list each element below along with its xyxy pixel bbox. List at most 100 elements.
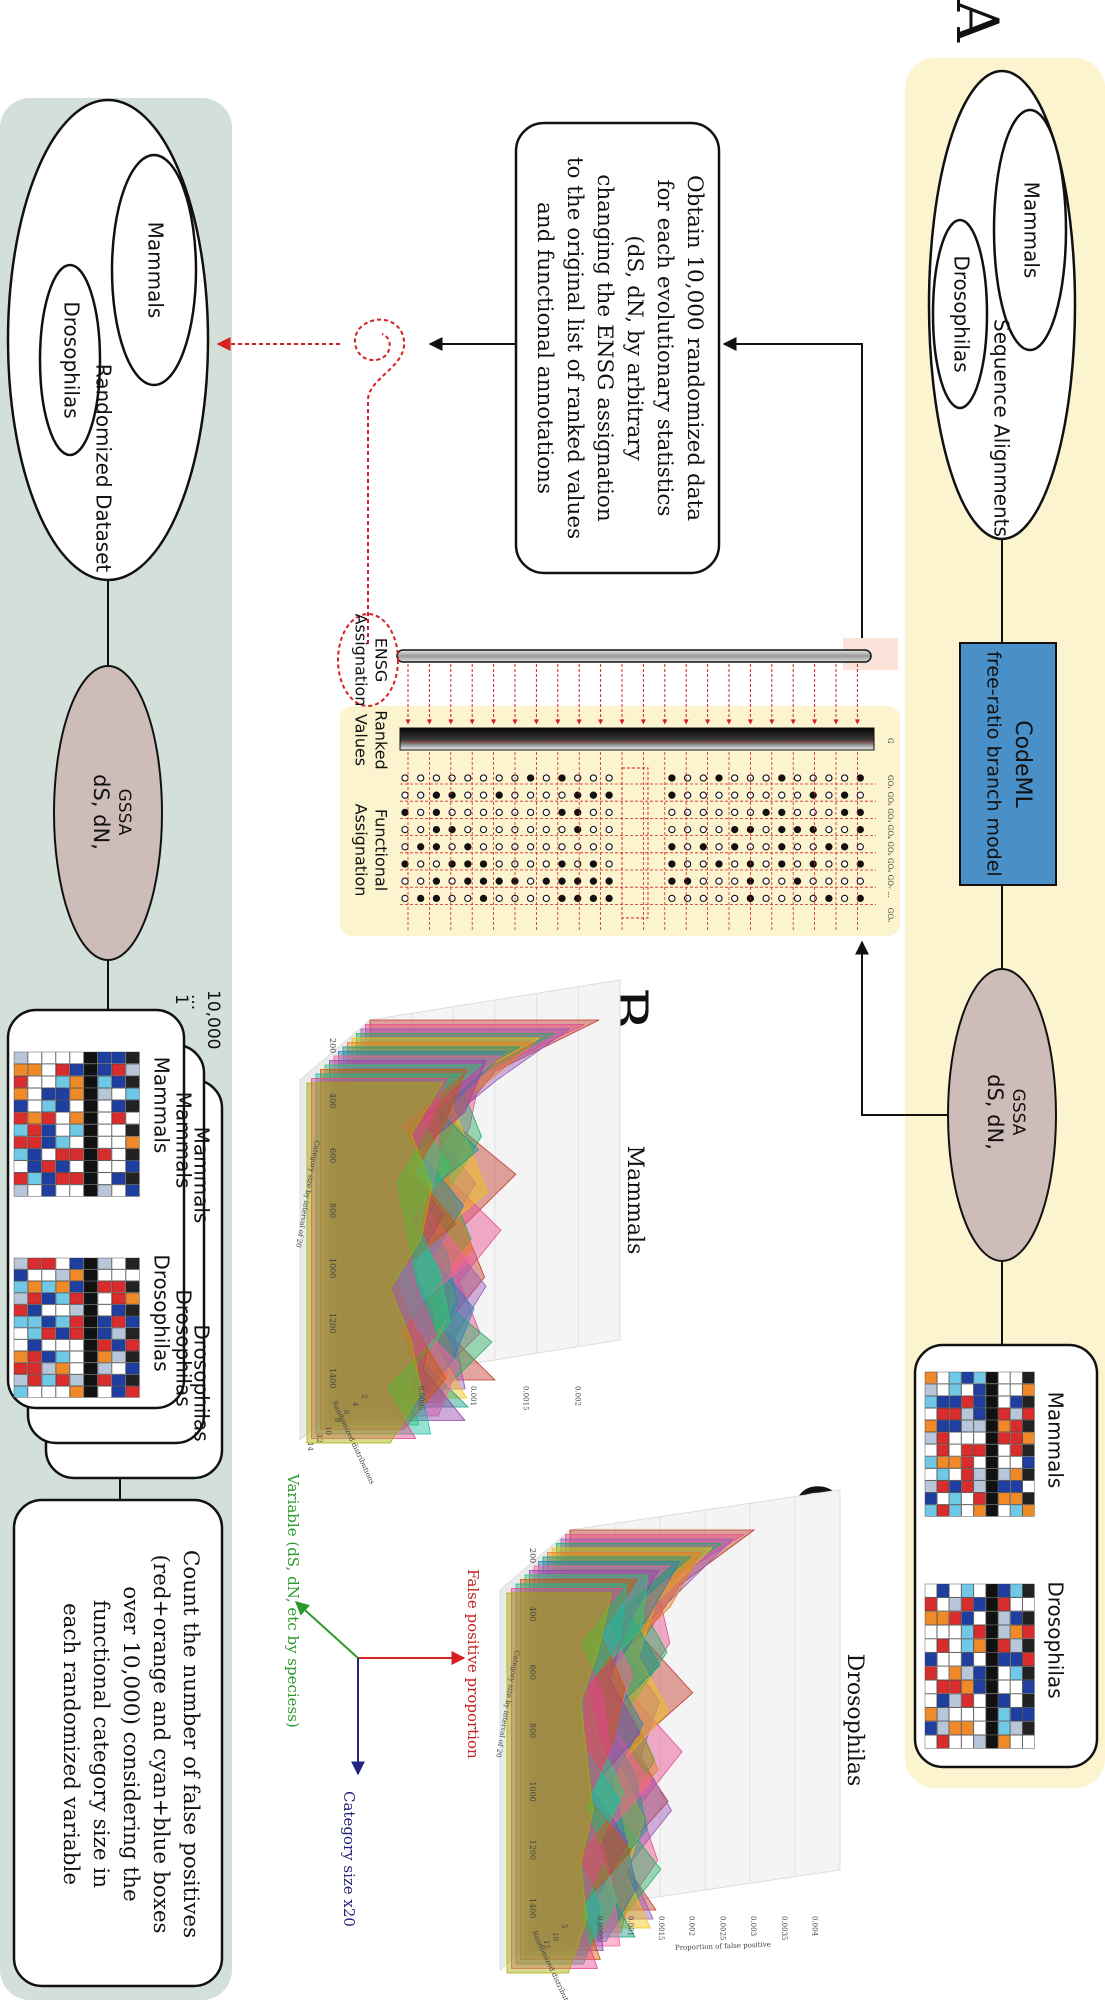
- grid-cell: [985, 1456, 998, 1469]
- grid-cell: [13, 1100, 28, 1113]
- annotation-dot: [731, 843, 739, 851]
- grid-cell: [13, 1063, 28, 1076]
- grid-cell: [83, 1063, 98, 1076]
- annotation-dot: [432, 843, 441, 851]
- go-header-label: GO₄: [886, 825, 894, 839]
- annotation-dot: [417, 843, 425, 851]
- grid-cell: [1022, 1625, 1035, 1639]
- grid-cell: [1010, 1383, 1023, 1396]
- grid-cell: [13, 1160, 28, 1173]
- gssa-bottom-line2: dS, dN,: [89, 774, 113, 850]
- chart-x-tick: 800: [328, 1203, 337, 1218]
- ranked-label-line2: Values: [352, 714, 371, 766]
- grid-cell: [1022, 1492, 1035, 1505]
- grid-cell: [111, 1063, 126, 1076]
- grid-cell: [1022, 1456, 1035, 1469]
- annotation-dot: [526, 877, 535, 885]
- gssa-bottom-line1: GSSA: [114, 789, 134, 836]
- grid-cell: [69, 1339, 84, 1351]
- annotation-dot: [731, 774, 739, 782]
- grid-cell: [949, 1680, 962, 1694]
- annotation-dot: [793, 894, 802, 903]
- annotation-dot: [825, 894, 833, 903]
- grid-cell: [1010, 1680, 1023, 1694]
- chart-z-tick: 0.0025: [718, 1916, 726, 1941]
- grid-cell: [985, 1468, 998, 1481]
- count-line-4: functional category size in: [88, 1600, 113, 1888]
- stack-mid-drosophilas: Drosophilas: [172, 1289, 196, 1406]
- grid-cell: [924, 1383, 937, 1396]
- axis-category-size-label: Category size x20: [340, 1791, 358, 1927]
- grid-cell: [937, 1492, 950, 1505]
- grid-cell: [924, 1611, 937, 1625]
- grid-cell: [83, 1281, 98, 1293]
- annotation-dot: [731, 877, 739, 885]
- random-mammals-label: Mammals: [144, 222, 168, 319]
- grid-cell: [961, 1597, 974, 1612]
- grid-cell: [13, 1124, 28, 1137]
- grid-cell: [924, 1625, 937, 1639]
- annotation-dot: [809, 894, 817, 903]
- grid-cell: [1010, 1432, 1023, 1445]
- grid-cell: [961, 1468, 974, 1481]
- grid-cell: [924, 1666, 937, 1680]
- grid-cell: [27, 1075, 42, 1088]
- grid-cell: [985, 1625, 998, 1639]
- grid-cell: [924, 1420, 937, 1433]
- annotation-dot: [715, 808, 723, 817]
- annotation-dot: [479, 894, 488, 903]
- chart-x-tick: 800: [528, 1723, 537, 1738]
- grid-cell: [924, 1444, 937, 1457]
- ensg-label-line1: ENSG: [372, 638, 391, 683]
- obtain-line-4: changing the ENSG assignation: [592, 174, 617, 522]
- grid-cell: [13, 1148, 28, 1161]
- obtain-rect: [514, 121, 721, 575]
- grid-cell: [69, 1374, 84, 1386]
- annotation-dot: [668, 894, 676, 903]
- annotation-dot: [574, 774, 582, 782]
- obtain-line-2: for each evolutionary statistics: [652, 180, 677, 517]
- grid-cell: [13, 1269, 28, 1281]
- randomized-dataset-group: Mammals Drosophilas Randomized Dataset: [6, 98, 210, 582]
- grid-cell: [97, 1304, 112, 1316]
- grid-cell: [937, 1371, 950, 1384]
- grid-cell: [69, 1160, 84, 1173]
- grid-cell: [83, 1374, 98, 1386]
- grid-cell: [13, 1075, 28, 1088]
- annotation-dot: [448, 877, 456, 885]
- grid-cell: [973, 1707, 986, 1722]
- annotation-dot: [401, 808, 409, 817]
- grid-cell: [924, 1492, 937, 1505]
- gssa-top-line2: dS, dN,: [983, 1074, 1007, 1150]
- annotation-dot: [464, 894, 472, 903]
- stack-back-drosophilas: Drosophilas: [190, 1324, 214, 1441]
- grid-cell: [125, 1051, 140, 1064]
- annotation-dot: [401, 774, 409, 782]
- grid-cell: [961, 1721, 974, 1735]
- chart-title: Drosophilas: [842, 1654, 867, 1787]
- grid-cell: [998, 1504, 1011, 1517]
- grid-cell: [937, 1721, 950, 1735]
- grid-cell: [13, 1339, 28, 1351]
- grid-cell: [937, 1611, 950, 1625]
- annotation-dot: [479, 877, 488, 885]
- annotation-dot: [840, 843, 849, 851]
- grid-cell: [41, 1386, 56, 1398]
- grid-cell: [1022, 1721, 1035, 1735]
- grid-cell: [973, 1383, 986, 1396]
- grid-cell: [961, 1680, 974, 1694]
- grid-cell: [111, 1051, 126, 1064]
- grid-cell: [961, 1480, 974, 1493]
- annotation-dot: [542, 894, 550, 903]
- axis-variable-label: Variable (dS, dN, etc by speciess): [284, 1473, 302, 1728]
- annotation-dot: [793, 860, 802, 868]
- annotation-dot: [731, 894, 739, 903]
- codeml-rect: [959, 642, 1057, 886]
- ensg-bar: [396, 649, 872, 663]
- grid-cell: [961, 1408, 974, 1420]
- chart-title: Mammals: [622, 1146, 647, 1255]
- grid-cell: [97, 1088, 112, 1100]
- go-header-label: GO₇: [886, 875, 894, 889]
- grid-cell: [83, 1327, 98, 1340]
- annotation-dot: [432, 894, 441, 903]
